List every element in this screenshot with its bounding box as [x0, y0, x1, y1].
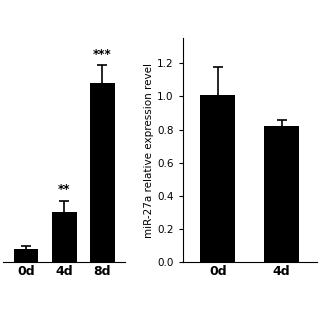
Text: **: **	[58, 183, 70, 196]
Text: ***: ***	[93, 48, 112, 61]
Bar	[200, 95, 236, 262]
Y-axis label: miR-27a relative expression revel: miR-27a relative expression revel	[144, 63, 154, 238]
Bar	[14, 249, 38, 262]
Bar	[52, 212, 76, 262]
Bar	[264, 126, 299, 262]
Bar	[90, 83, 115, 262]
